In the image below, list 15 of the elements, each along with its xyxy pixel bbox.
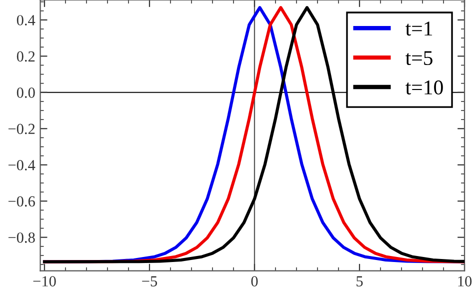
- y-tick-label: 0.0: [16, 88, 35, 98]
- x-tick-label: −5: [142, 276, 158, 286]
- x-tick-label: −10: [33, 276, 56, 286]
- y-tick-label: −0.6: [8, 196, 35, 207]
- y-tick-label: 0.2: [16, 51, 35, 62]
- y-tick-label: −0.4: [8, 160, 36, 170]
- legend-label: t=1: [406, 22, 432, 36]
- x-tick-label: 10: [458, 276, 472, 286]
- x-tick-label: 0: [251, 276, 258, 286]
- y-tick-label: −0.8: [8, 232, 35, 243]
- legend-label: t=5: [406, 51, 432, 66]
- y-tick-label: −0.2: [8, 124, 35, 134]
- x-tick-label: 5: [356, 276, 363, 286]
- legend-label: t=10: [406, 80, 443, 94]
- y-tick-label: 0.4: [16, 15, 36, 26]
